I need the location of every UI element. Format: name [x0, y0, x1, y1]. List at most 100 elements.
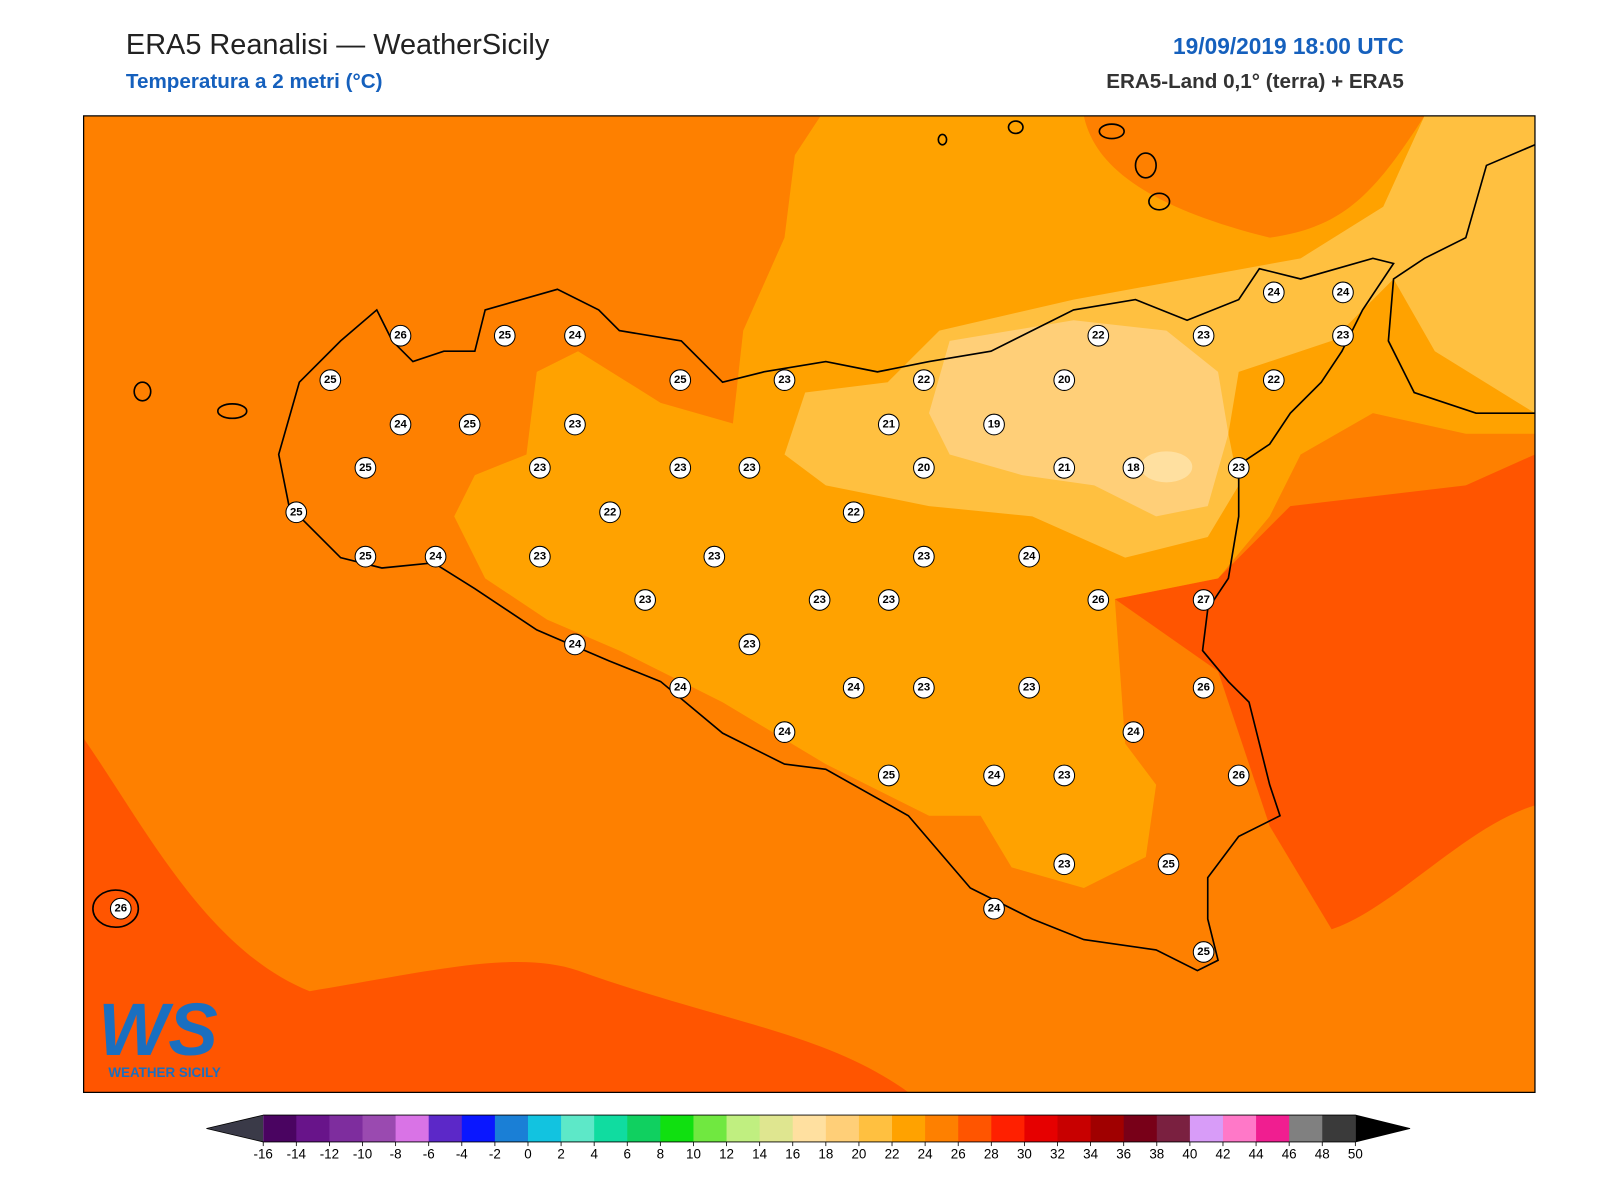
colorbar-tick-label: 6 [624, 1146, 631, 1161]
station-value: 24 [988, 903, 1001, 915]
station-marker [285, 501, 308, 524]
station: 23 [1018, 676, 1040, 699]
station-marker [842, 676, 865, 699]
station-marker [669, 457, 692, 479]
station: 22 [1087, 324, 1110, 347]
station: 25 [1192, 941, 1215, 963]
colorbar-tick-label: -12 [320, 1146, 339, 1161]
colorbar-segment [1322, 1115, 1356, 1142]
station-marker [389, 413, 412, 436]
station: 23 [1192, 324, 1215, 347]
station: 22 [913, 369, 935, 391]
field [1140, 451, 1193, 483]
station: 23 [877, 589, 900, 611]
colorbar-segment [1189, 1115, 1224, 1142]
station: 24 [564, 324, 586, 347]
station-marker [1192, 676, 1215, 699]
island [1098, 123, 1125, 140]
station-marker [773, 369, 796, 391]
colorbar-segment [825, 1115, 860, 1142]
station: 24 [842, 676, 865, 699]
station-value: 23 [743, 638, 756, 650]
colorbar-segment [494, 1115, 529, 1142]
island [216, 403, 248, 420]
station-value: 21 [882, 419, 895, 431]
station-value: 23 [918, 551, 931, 563]
colorbar-tick-label: 30 [1017, 1146, 1032, 1161]
colorbar-tick-label: 34 [1083, 1146, 1098, 1161]
station-value: 26 [1092, 594, 1105, 606]
island [937, 133, 948, 146]
station-value: 24 [847, 682, 860, 694]
station-value: 24 [429, 551, 442, 563]
station-marker [913, 545, 935, 568]
station-value: 25 [1162, 858, 1175, 870]
colorbar-segment [1057, 1115, 1092, 1142]
colorbar-segment [726, 1115, 761, 1142]
colorbar-segment [1222, 1115, 1257, 1142]
station: 25 [493, 324, 516, 347]
station-value: 23 [1023, 682, 1036, 694]
colorbar-tick-label: -4 [456, 1146, 468, 1161]
station-value: 23 [1337, 330, 1350, 342]
colorbar-tick-label: 44 [1249, 1146, 1264, 1161]
station-value: 23 [813, 594, 826, 606]
station-marker [389, 324, 412, 347]
station-value: 23 [1058, 769, 1071, 781]
logo-name: WEATHER SICILY [108, 1065, 221, 1080]
station-value: 25 [359, 462, 372, 474]
station: 24 [1122, 721, 1145, 743]
station: 26 [109, 897, 132, 920]
colorbar-segment [759, 1115, 794, 1142]
colorbar-tick-label: -6 [423, 1146, 435, 1161]
station: 26 [1192, 676, 1215, 699]
colorbar-tick-label: -2 [489, 1146, 501, 1161]
station: 23 [738, 633, 761, 656]
colorbar-tick-label: -14 [287, 1146, 307, 1161]
station-marker [564, 413, 586, 436]
station-marker [1192, 941, 1215, 963]
colorbar-tick-label: -16 [254, 1146, 273, 1161]
station-marker [1262, 369, 1285, 391]
station-value: 22 [1092, 330, 1105, 342]
station-value: 23 [534, 462, 547, 474]
colorbar-tick-label: 48 [1315, 1146, 1330, 1161]
station-marker [529, 457, 551, 479]
station-marker [319, 369, 342, 391]
station-marker [1332, 281, 1354, 304]
field [83, 738, 909, 1093]
colorbar-segment [792, 1115, 827, 1142]
colorbar-tick-label: 0 [524, 1146, 531, 1161]
colorbar-tick-label: 20 [851, 1146, 866, 1161]
station: 25 [354, 545, 377, 568]
station-marker [1227, 457, 1250, 479]
colorbar-tick-label: 32 [1050, 1146, 1065, 1161]
colorbar-segment [1090, 1115, 1125, 1142]
island [92, 889, 140, 929]
colorbar-tick-label: -8 [390, 1146, 402, 1161]
datetime: 19/09/2019 18:00 UTC [1173, 33, 1404, 59]
station-marker [703, 545, 726, 568]
station-marker [1018, 545, 1040, 568]
colorbar-tick-label: 2 [557, 1146, 564, 1161]
station-value: 26 [1197, 682, 1210, 694]
station-marker [529, 545, 551, 568]
colorbar-segment [958, 1115, 992, 1142]
station-marker [877, 764, 900, 787]
station: 23 [1227, 457, 1250, 479]
station-marker [424, 545, 447, 568]
colorbar: -16 -14 -12 -10 -8 -6 -4 -2 0 2 4 6 8 10 12 14 16 18 20 22 2… [206, 1114, 1411, 1161]
colorbar-tick-label: 4 [590, 1146, 598, 1161]
station-value: 22 [918, 374, 931, 386]
station: 22 [842, 501, 865, 524]
station-marker [842, 501, 865, 524]
station: 25 [669, 369, 692, 391]
station-value: 23 [534, 551, 547, 563]
colorbar-tick-label: 24 [918, 1146, 933, 1161]
station: 23 [808, 589, 831, 611]
station-value: 25 [498, 330, 511, 342]
station: 21 [877, 413, 900, 436]
station-marker [634, 589, 656, 611]
